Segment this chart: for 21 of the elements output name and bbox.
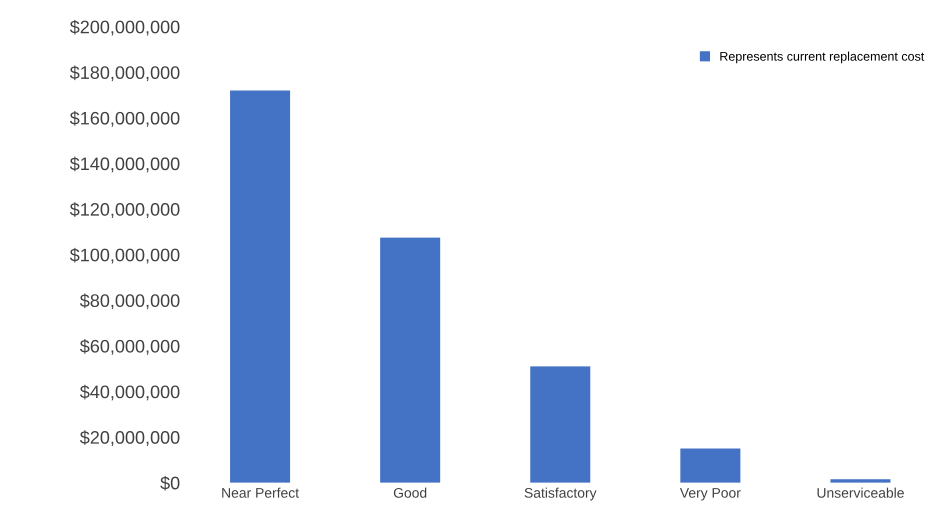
x-tick-label: Good (394, 488, 426, 498)
x-tick-label: Unserviceable (818, 488, 904, 498)
x-tick-label: Near Perfect (222, 488, 299, 498)
y-tick-label: $100,000,000 (70, 248, 180, 264)
y-tick-label: $180,000,000 (70, 65, 180, 82)
y-tick-label: $200,000,000 (70, 20, 180, 36)
bar (530, 366, 590, 483)
y-tick-label: $80,000,000 (80, 293, 180, 310)
bar (380, 238, 440, 483)
y-tick-label: $0 (160, 476, 180, 491)
bar (230, 90, 290, 483)
x-tick-label: Satisfactory (524, 488, 597, 501)
y-tick-label: $20,000,000 (80, 430, 180, 446)
y-tick-label: $120,000,000 (70, 202, 180, 218)
y-tick-label: $60,000,000 (80, 339, 180, 355)
legend-label: Represents current replacement cost (720, 52, 924, 64)
x-tick-label: Very Poor (680, 488, 741, 501)
y-tick-label: $160,000,000 (70, 111, 180, 127)
bar (680, 448, 740, 483)
y-tick-label: $140,000,000 (70, 156, 180, 172)
y-tick-label: $40,000,000 (80, 384, 180, 400)
